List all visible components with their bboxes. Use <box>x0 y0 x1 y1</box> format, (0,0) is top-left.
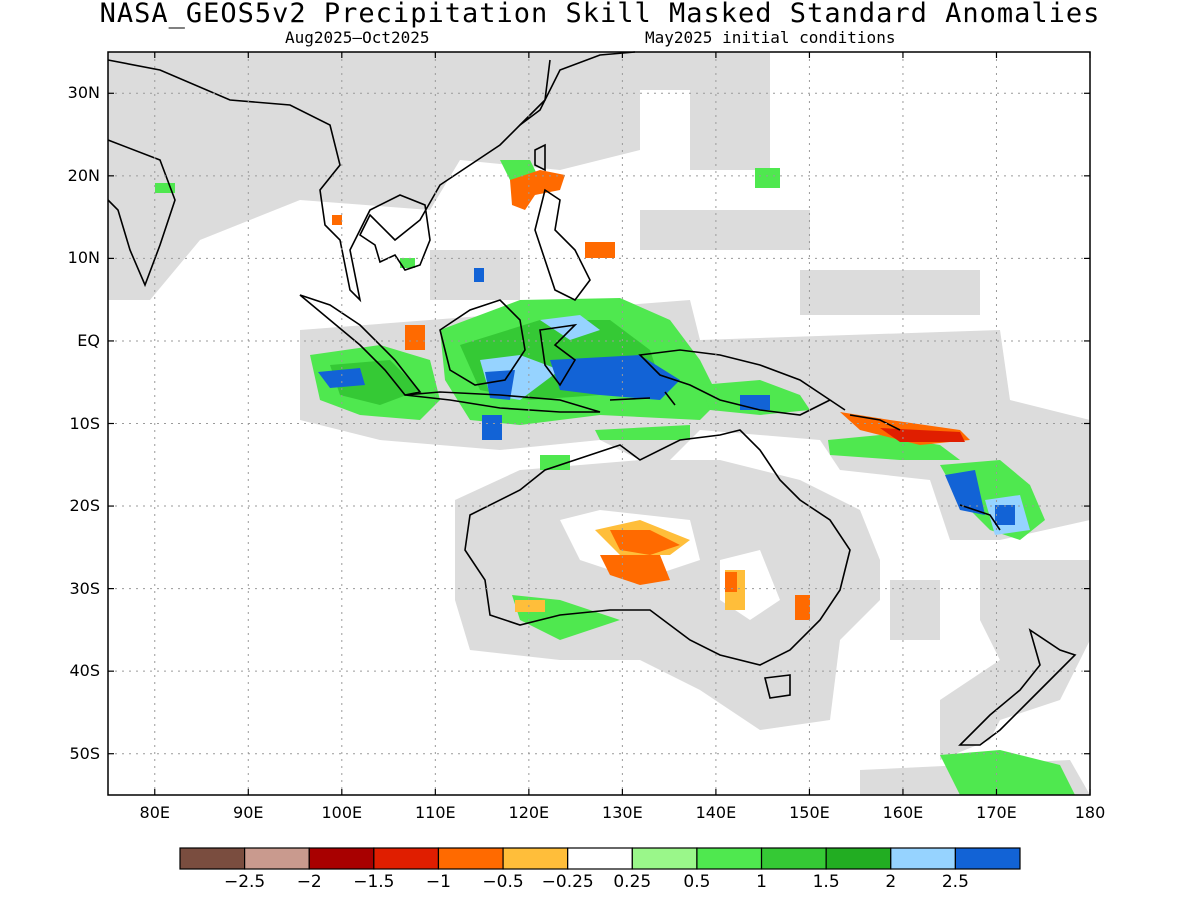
coastline-asia <box>107 59 551 303</box>
colorbar-swatch <box>179 847 246 870</box>
graticule <box>108 52 1090 795</box>
colorbar-label: 2 <box>885 872 897 892</box>
coastline-australia <box>464 429 851 666</box>
colorbar-swatch <box>502 847 569 870</box>
anomaly-patch <box>515 600 545 612</box>
latitude-label: 10S <box>69 413 100 433</box>
longitude-label: 130E <box>602 803 643 822</box>
coastline-korea-japan <box>519 51 636 126</box>
coastline-java <box>404 391 601 413</box>
longitude-label: 120E <box>508 803 550 822</box>
colorbar-swatch <box>890 847 956 870</box>
colorbar-swatch <box>567 847 633 870</box>
initial-conditions: May2025 initial conditions <box>645 28 896 47</box>
map-title: NASA_GEOS5v2 Precipitation Skill Masked … <box>99 0 1101 29</box>
anomaly-patch <box>880 428 965 442</box>
anomaly-patch <box>828 435 960 460</box>
coastline-layer <box>107 51 1077 746</box>
anomaly-patch <box>540 315 600 340</box>
longitude-label: 80E <box>139 803 170 822</box>
anomaly-patch <box>995 505 1015 525</box>
masked-region <box>890 580 940 640</box>
longitude-label: 170E <box>976 803 1017 822</box>
latitude-label: 10N <box>67 248 100 268</box>
coastline-timor-islands <box>609 391 846 411</box>
colorbar-label: −0.25 <box>541 872 594 892</box>
masked-region <box>800 270 980 315</box>
colorbar-swatch <box>373 847 440 870</box>
longitude-label: 100E <box>321 803 363 822</box>
coastline-new-guinea <box>638 349 832 416</box>
coastline-solomons <box>849 414 901 431</box>
longitude-label: 160E <box>882 803 924 822</box>
coastline-tasmania <box>764 674 791 699</box>
anomaly-patch <box>600 555 670 585</box>
anomaly-patch <box>482 415 502 440</box>
colorbar-label: −2 <box>296 872 322 892</box>
colorbar-swatch <box>308 847 375 870</box>
anomaly-patch <box>755 168 780 188</box>
frame-ticks <box>108 52 1091 795</box>
latitude-label: 40S <box>69 661 100 681</box>
anomaly-patch <box>940 750 1075 795</box>
coastline-new-zealand <box>958 628 1077 746</box>
colorbar-swatch <box>954 847 1021 870</box>
longitude-label: 150E <box>789 803 830 822</box>
coastline-new-caledonia <box>959 504 1001 531</box>
colorbar-swatch <box>825 847 892 870</box>
coastline-india <box>107 139 176 288</box>
colorbar-label: 1.5 <box>812 872 840 892</box>
coastline-philippines <box>534 188 591 302</box>
longitude-label: 140E <box>695 803 737 822</box>
masked-region <box>455 460 880 730</box>
anomaly-patch <box>474 268 484 282</box>
latitude-label: EQ <box>77 330 100 350</box>
latitude-label: 20N <box>67 165 100 185</box>
colorbar-swatch <box>631 847 698 870</box>
anomaly-patch <box>318 368 365 388</box>
colorbar-label: −1.5 <box>353 872 395 892</box>
colorbar-label: 0.5 <box>683 872 711 892</box>
latitude-label: 30S <box>69 578 100 598</box>
longitude-label: 110E <box>415 803 456 822</box>
negative-anomaly-layer <box>332 170 970 620</box>
coastline-sulawesi <box>539 323 578 387</box>
latitude-label: 30N <box>67 83 100 103</box>
colorbar-swatch <box>760 847 827 870</box>
colorbar-label: −0.5 <box>482 872 524 892</box>
coastline-sumatra <box>299 294 422 396</box>
coastline-taiwan <box>534 143 546 172</box>
colorbar-label: −2.5 <box>223 872 266 892</box>
colorbar-label: −1 <box>425 872 451 892</box>
anomaly-patch <box>550 355 680 400</box>
anomaly-patch <box>945 470 985 515</box>
positive-anomaly-layer <box>155 160 1075 795</box>
anomaly-patch <box>540 455 570 470</box>
coastline-borneo <box>439 299 526 386</box>
longitude-label: 90E <box>233 803 264 822</box>
colorbar-swatch <box>244 847 310 870</box>
colorbar-label: 2.5 <box>941 872 969 892</box>
masked-region <box>940 560 1090 760</box>
forecast-period: Aug2025–Oct2025 <box>285 28 430 47</box>
anomaly-patch <box>405 325 425 350</box>
anomaly-patch <box>725 572 737 592</box>
colorbar-swatch <box>437 847 504 870</box>
latitude-label: 20S <box>69 496 100 516</box>
anomaly-patch <box>585 242 615 258</box>
masked-region <box>640 210 810 250</box>
anomaly-patch <box>795 595 810 620</box>
colorbar-swatch <box>696 847 763 870</box>
latitude-label: 50S <box>69 743 100 763</box>
anomaly-patch <box>610 530 680 555</box>
colorbar-label: 0.25 <box>613 872 652 892</box>
anomaly-patch <box>332 215 342 225</box>
colorbar-label: 1 <box>756 872 767 892</box>
anomaly-patch <box>400 258 415 268</box>
longitude-label: 180 <box>1074 803 1106 822</box>
anomaly-patch <box>510 170 565 210</box>
anomaly-patch <box>595 425 690 440</box>
